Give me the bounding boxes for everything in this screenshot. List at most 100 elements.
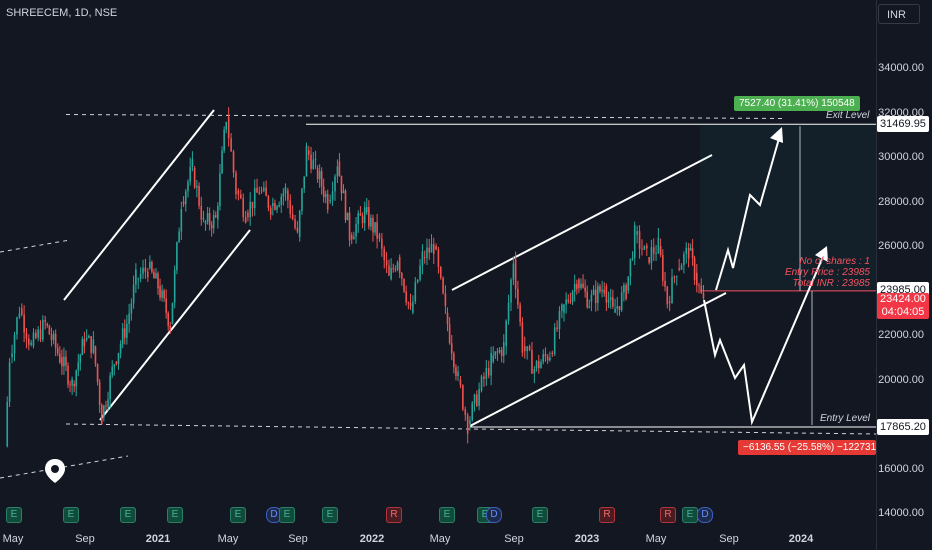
candle-body	[324, 194, 327, 197]
price-tick-label: 16000.00	[878, 462, 924, 475]
candle-body	[142, 267, 144, 274]
event-badge[interactable]: E	[120, 507, 136, 523]
candle-body	[165, 298, 167, 313]
event-badge[interactable]: D	[486, 507, 502, 523]
candle-body	[77, 362, 80, 371]
event-badge[interactable]: E	[167, 507, 183, 523]
event-badge[interactable]: E	[532, 507, 548, 523]
candle-body	[350, 234, 353, 240]
candle-body	[336, 166, 339, 177]
candle-body	[196, 185, 198, 188]
event-badge[interactable]: E	[439, 507, 455, 523]
candle-body	[344, 190, 347, 221]
candle-body	[407, 302, 410, 304]
candle-body	[464, 409, 467, 415]
candle-body	[405, 291, 407, 303]
candle-body	[69, 384, 71, 386]
candle-body	[90, 336, 92, 353]
candle-body	[353, 236, 355, 240]
price-tick-label: 28000.00	[878, 195, 924, 208]
candle-body	[237, 190, 240, 195]
candle-body	[510, 279, 512, 303]
candle-body	[147, 271, 149, 278]
candle-body	[221, 150, 223, 174]
candle-body	[322, 186, 325, 197]
candle-body	[528, 346, 531, 350]
time-tick-label: Sep	[504, 533, 524, 545]
candle-body	[204, 221, 207, 224]
candle-body	[540, 361, 542, 369]
candle-body	[316, 168, 319, 180]
candle-body	[212, 215, 215, 229]
candle-body	[54, 333, 57, 348]
candle-body	[502, 341, 505, 356]
candle-body	[531, 349, 533, 374]
candle-body	[169, 325, 172, 329]
candle-body	[157, 273, 159, 289]
candle-body	[496, 351, 499, 353]
candle-body	[483, 376, 485, 379]
channel-upper-2022	[451, 154, 713, 291]
candle-body	[52, 333, 55, 340]
candle-body	[623, 284, 625, 293]
candle-body	[419, 265, 421, 280]
candle-body	[687, 247, 690, 259]
candle-body	[580, 283, 582, 289]
candle-body	[414, 282, 417, 302]
profit-target-box: 7527.40 (31.41%) 150548	[734, 96, 860, 111]
candle-body	[439, 266, 442, 278]
candle-body	[544, 354, 547, 357]
location-pin-icon[interactable]	[44, 458, 66, 484]
event-badge[interactable]: R	[599, 507, 615, 523]
event-badge[interactable]: R	[386, 507, 402, 523]
candle-body	[563, 304, 565, 313]
candle-body	[636, 231, 638, 235]
candle-body	[83, 338, 86, 347]
candle-body	[217, 206, 219, 220]
candle-body	[588, 306, 591, 308]
last-price-tag: 23424.00 04:04:05	[877, 293, 929, 319]
candle-body	[109, 375, 111, 400]
candle-body	[625, 284, 627, 300]
candle-body	[287, 190, 289, 201]
candle-body	[396, 262, 399, 270]
event-badge[interactable]: E	[322, 507, 338, 523]
event-badge[interactable]: E	[279, 507, 295, 523]
candle-body	[329, 199, 331, 202]
candle-body	[638, 231, 641, 249]
channel-lower-2022	[469, 292, 727, 427]
candle-body	[271, 203, 274, 206]
candle-body	[171, 302, 174, 324]
candle-body	[385, 260, 388, 266]
event-badge[interactable]: D	[697, 507, 713, 523]
price-tick-label: 34000.00	[878, 62, 924, 74]
stop-price-tag: 17865.20	[877, 419, 929, 435]
event-badge[interactable]: E	[63, 507, 79, 523]
event-badge[interactable]: E	[230, 507, 246, 523]
candle-body	[249, 201, 251, 218]
candle-body	[457, 371, 459, 376]
time-tick-label: 2021	[145, 533, 171, 545]
event-badge[interactable]: E	[682, 507, 698, 523]
candle-body	[680, 265, 683, 270]
candle-body	[298, 210, 301, 238]
candle-body	[191, 159, 194, 168]
candle-body	[365, 206, 368, 213]
candle-body	[586, 291, 589, 308]
symbol-title[interactable]: SHREECEM, 1D, NSE	[6, 7, 118, 19]
candle-body	[631, 257, 634, 259]
price-axis-divider	[876, 0, 877, 550]
price-tick-label: 14000.00	[878, 507, 924, 519]
candle-body	[582, 283, 584, 288]
candle-body	[571, 291, 574, 302]
candle-body	[485, 367, 488, 379]
candle-body	[523, 346, 526, 352]
candle-body	[652, 247, 655, 254]
candle-body	[376, 222, 378, 239]
event-badge[interactable]: R	[660, 507, 676, 523]
candle-body	[605, 286, 608, 303]
currency-selector[interactable]: INR	[878, 4, 920, 24]
event-badge[interactable]: E	[6, 507, 22, 523]
candle-body	[178, 231, 180, 243]
